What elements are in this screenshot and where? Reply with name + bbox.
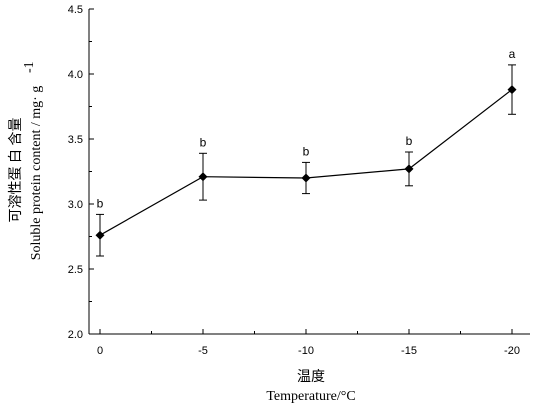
significance-label: b — [200, 135, 207, 149]
y-tick-label: 4.5 — [68, 4, 83, 16]
y-axis-title: Soluble protein content / mg· g — [29, 86, 44, 261]
x-tick-label: -15 — [401, 345, 417, 357]
significance-label: b — [303, 144, 310, 158]
y-tick-label: 3.0 — [68, 199, 83, 211]
x-tick-label: -5 — [198, 345, 208, 357]
x-tick-label: 0 — [97, 345, 103, 357]
x-axis-title: Temperature/°C — [266, 389, 355, 404]
data-point — [301, 173, 311, 183]
data-point — [507, 85, 517, 95]
text-labels: 温度 Temperature/°C 可溶性蛋 白 含量 Soluble prot… — [8, 61, 356, 404]
axes: 2.0 2.5 3.0 3.5 4.0 4.5 0 -5 -10 -15 -20 — [68, 4, 530, 357]
significance-label: b — [406, 134, 413, 148]
x-axis-title-cn: 温度 — [297, 369, 325, 385]
x-tick-label: -20 — [504, 345, 520, 357]
data-marks: b b b b a — [95, 47, 517, 257]
significance-label: b — [97, 196, 104, 210]
data-point — [95, 230, 105, 240]
y-tick-label: 2.5 — [68, 264, 83, 276]
y-tick-label: 3.5 — [68, 134, 83, 146]
significance-label: a — [509, 47, 516, 61]
y-tick-label: 4.0 — [68, 69, 83, 81]
data-point — [198, 172, 208, 182]
data-point — [404, 164, 414, 174]
y-tick-label: 2.0 — [68, 329, 83, 341]
x-tick-label: -10 — [298, 345, 314, 357]
y-axis-title-cn: 可溶性蛋 白 含量 — [8, 118, 24, 223]
y-axis-title-superscript: -1 — [22, 61, 37, 73]
